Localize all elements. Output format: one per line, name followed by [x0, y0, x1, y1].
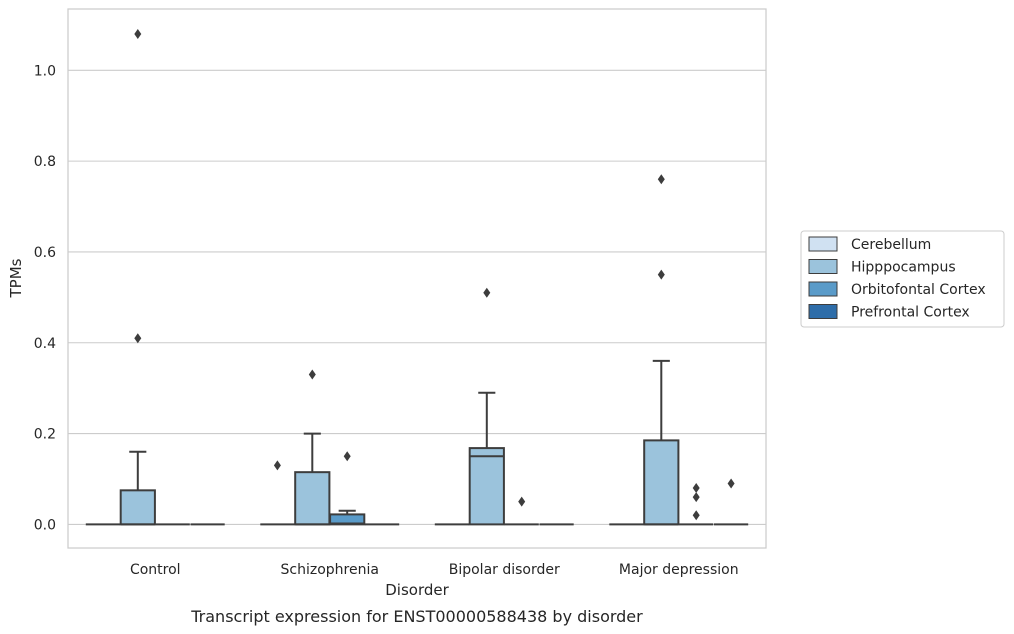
outlier-point [343, 451, 351, 462]
y-tick-label: 1.0 [34, 63, 56, 79]
legend-swatch [808, 281, 838, 297]
box-group [329, 451, 366, 526]
outlier-point [134, 28, 142, 39]
x-tick-label: Control [130, 562, 181, 578]
legend-swatch [808, 236, 838, 252]
y-axis-label: TPMs [7, 258, 25, 298]
y-tick-label: 0.8 [34, 154, 56, 170]
plot-frame [67, 8, 767, 549]
outlier-point [483, 287, 491, 298]
outlier-point [273, 460, 281, 471]
outlier-point [692, 492, 700, 503]
box [643, 439, 680, 526]
box-group [713, 478, 749, 526]
box-group [294, 369, 331, 526]
outlier-point [134, 333, 142, 344]
box-group [260, 460, 295, 526]
legend-label: Orbitofontal Cortex [851, 282, 986, 298]
box-group [504, 496, 539, 526]
box [294, 471, 331, 526]
y-tick-labels: 0.0 0.2 0.4 0.6 0.8 1.0 [34, 63, 56, 533]
outlier-point [518, 496, 526, 507]
legend-label: Prefrontal Cortex [851, 305, 970, 321]
legend-label: Cerebellum [851, 237, 931, 253]
outlier-point [657, 174, 665, 185]
x-axis-label: Disorder [385, 581, 449, 599]
y-tick-label: 0.0 [34, 517, 56, 533]
box [468, 447, 505, 526]
box-group [119, 28, 156, 526]
outlier-point [692, 483, 700, 494]
legend-label: Hipppocampus [851, 260, 956, 276]
x-tick-label: Major depression [619, 562, 739, 578]
x-tick-label: Schizophrenia [281, 562, 379, 578]
y-tick-label: 0.4 [34, 336, 56, 352]
legend-swatch [808, 259, 838, 274]
outlier-point [692, 510, 700, 521]
box-group [468, 287, 505, 526]
legend-frame [800, 230, 1005, 328]
x-tick-label: Bipolar disorder [449, 562, 560, 578]
outlier-point [308, 369, 316, 380]
y-tick-label: 0.2 [34, 427, 56, 443]
outlier-point [727, 478, 735, 489]
outlier-point [657, 269, 665, 280]
x-tick-labels: Control Schizophrenia Bipolar disorder Majo… [130, 562, 739, 578]
y-tick-label: 0.6 [34, 245, 56, 261]
box-group [679, 483, 714, 526]
box [119, 489, 156, 526]
chart-caption: Transcript expression for ENST0000058843… [190, 607, 643, 626]
legend-swatch [808, 304, 838, 319]
boxes-layer [85, 28, 749, 526]
box-group [643, 174, 680, 526]
legend: Cerebellum Hipppocampus Orbitofontal Corte… [800, 230, 1005, 328]
